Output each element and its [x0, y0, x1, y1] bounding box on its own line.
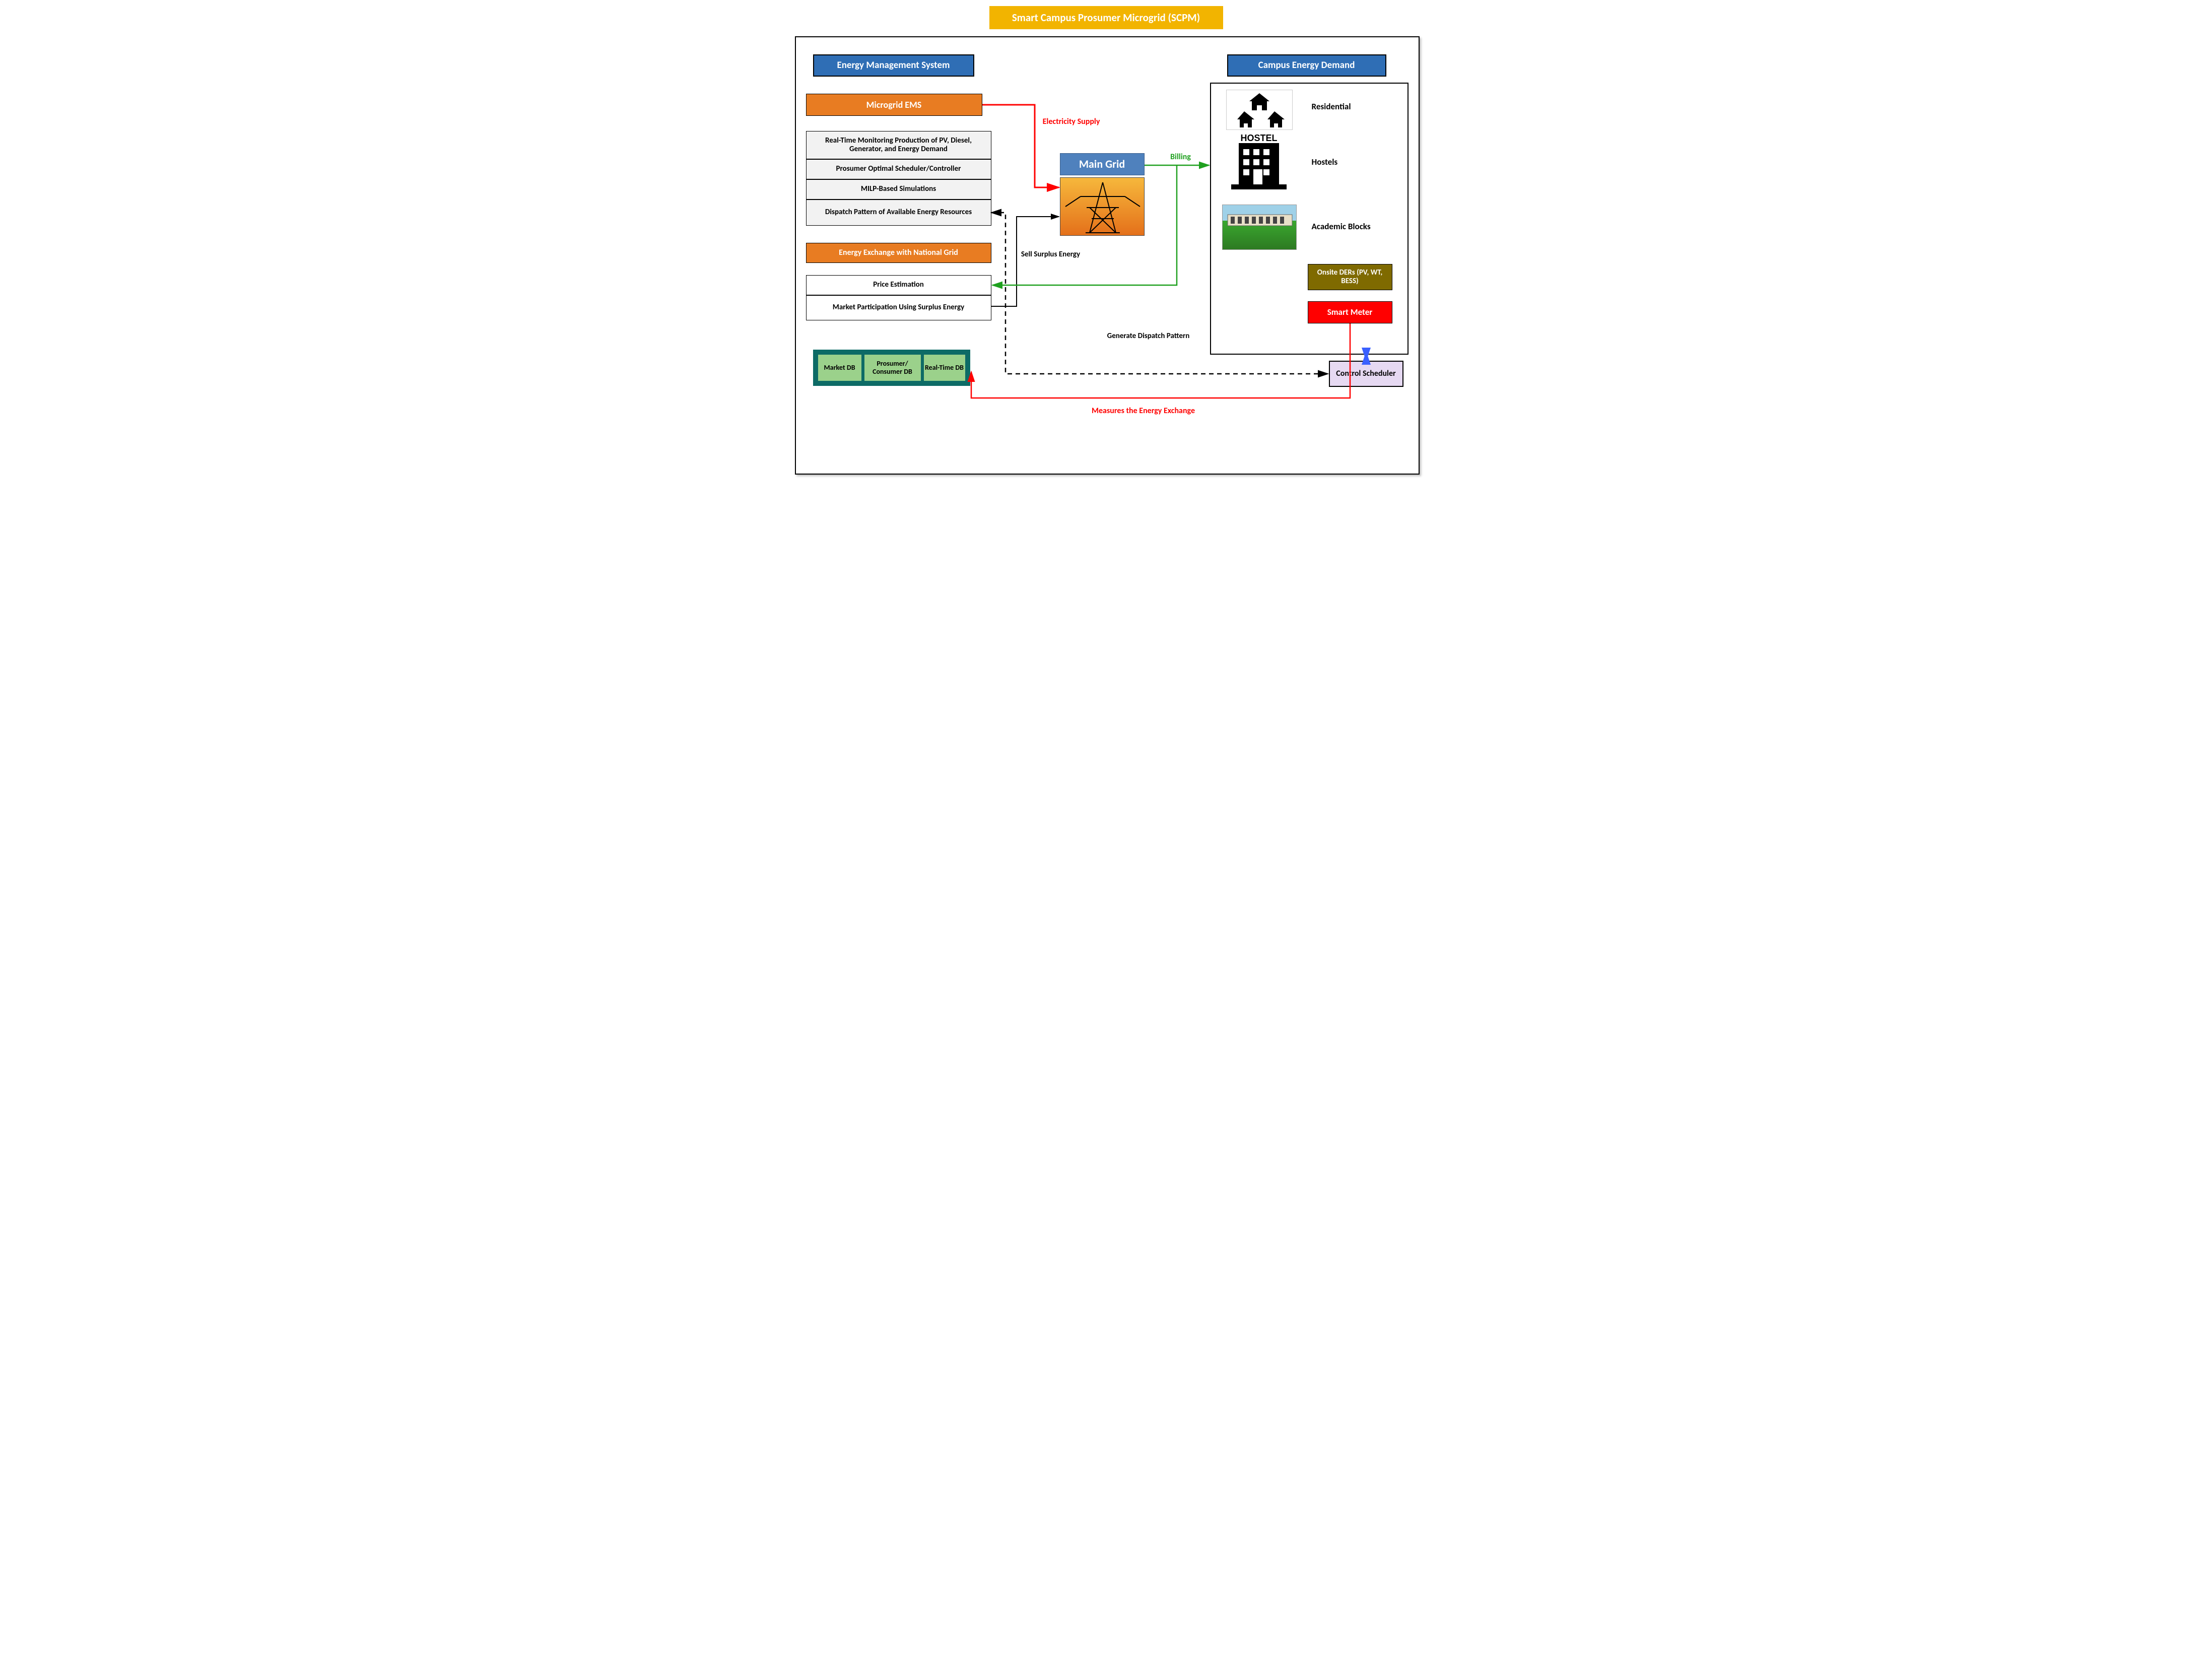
- label-measures: Measures the Energy Exchange: [1078, 401, 1209, 421]
- main-grid-box: Main Grid: [1060, 153, 1145, 175]
- energy-exchange: Energy Exchange with National Grid: [806, 243, 991, 263]
- db-realtime: Real-Time DB: [923, 354, 966, 382]
- db-market: Market DB: [817, 354, 862, 382]
- microgrid-ems: Microgrid EMS: [806, 94, 982, 116]
- hostels-label: Hostels: [1312, 156, 1392, 168]
- db-prosumer: Prosumer/ Consumer DB: [863, 354, 922, 382]
- ems-header: Energy Management System: [813, 54, 974, 77]
- label-supply: Electricity Supply: [1039, 112, 1104, 132]
- svg-text:HOSTEL: HOSTEL: [1240, 133, 1277, 143]
- residential-icon: [1226, 90, 1293, 130]
- academic-label: Academic Blocks: [1312, 216, 1397, 238]
- control-scheduler: Control Scheduler: [1329, 361, 1403, 387]
- exch-item-1: Market Participation Using Surplus Energ…: [806, 295, 991, 320]
- label-dispatch: Generate Dispatch Pattern: [1093, 326, 1204, 347]
- label-sell: Sell Surplus Energy: [1016, 245, 1086, 265]
- label-billing: Billing: [1161, 151, 1201, 163]
- transmission-tower-icon: [1060, 177, 1144, 236]
- academic-image: [1222, 205, 1297, 250]
- ems-item-1: Prosumer Optimal Scheduler/Controller: [806, 159, 991, 179]
- title-text: Smart Campus Prosumer Microgrid (SCPM): [1012, 12, 1200, 24]
- ems-item-3: Dispatch Pattern of Available Energy Res…: [806, 199, 991, 226]
- main-grid-image: [1060, 177, 1145, 236]
- hostel-icon: HOSTEL: [1221, 132, 1297, 192]
- ems-item-0: Real-Time Monitoring Production of PV, D…: [806, 131, 991, 159]
- campus-header: Campus Energy Demand: [1227, 54, 1386, 77]
- ems-item-2: MILP-Based Simulations: [806, 179, 991, 199]
- exch-item-0: Price Estimation: [806, 275, 991, 295]
- onsite-ders: Onsite DERs (PV, WT, BESS): [1308, 264, 1392, 290]
- smart-meter: Smart Meter: [1308, 301, 1392, 323]
- residential-label: Residential: [1312, 101, 1392, 113]
- title-bar: Smart Campus Prosumer Microgrid (SCPM): [989, 6, 1223, 29]
- diagram-canvas: Smart Campus Prosumer Microgrid (SCPM) E…: [784, 0, 1429, 484]
